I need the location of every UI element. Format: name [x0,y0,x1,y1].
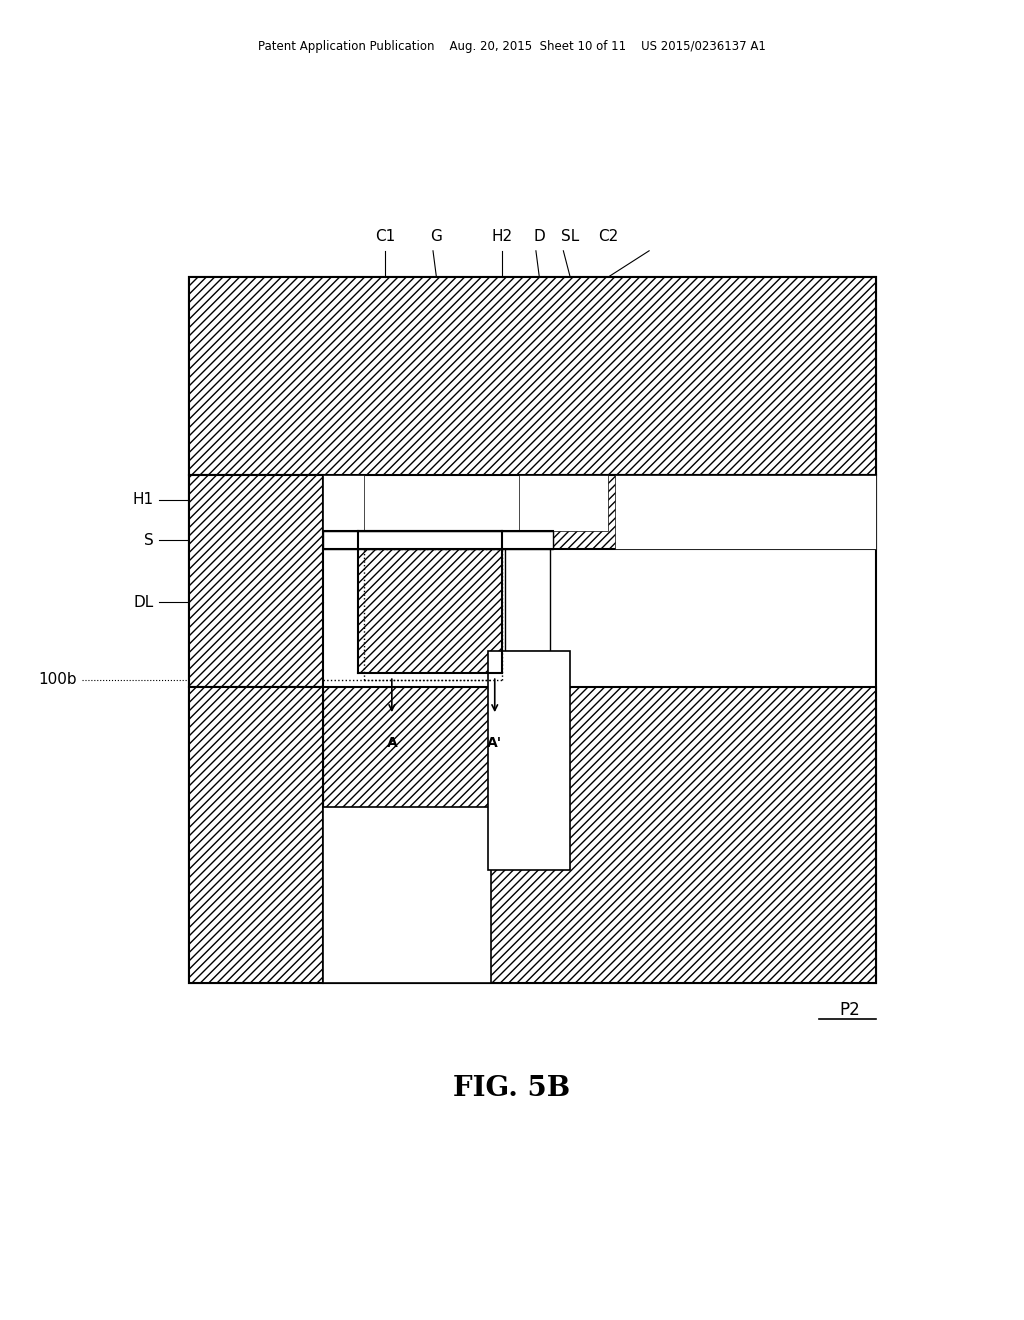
Bar [357,532,502,673]
Text: A': A' [487,737,503,750]
Bar [519,475,608,532]
Text: C2: C2 [598,230,618,244]
Bar [324,686,876,983]
Text: DL: DL [133,594,154,610]
Bar [189,277,876,983]
Bar [189,277,876,475]
Text: Patent Application Publication    Aug. 20, 2015  Sheet 10 of 11    US 2015/02361: Patent Application Publication Aug. 20, … [258,40,766,53]
Bar [324,807,492,983]
Text: A: A [386,737,397,750]
Text: C1: C1 [375,230,395,244]
Bar [487,652,570,870]
Bar [324,532,553,549]
Text: 100b: 100b [38,672,77,688]
Text: P2: P2 [840,1001,860,1019]
Bar [614,475,876,549]
Text: S: S [143,533,154,548]
Text: G: G [430,230,442,244]
Bar [324,475,365,532]
Bar [553,475,876,549]
Text: H2: H2 [492,230,512,244]
Text: D: D [534,230,545,244]
Text: H1: H1 [132,492,154,507]
Bar [505,549,550,652]
Bar [189,475,324,686]
Text: FIG. 5B: FIG. 5B [454,1076,570,1102]
Text: SL: SL [561,230,580,244]
Bar [189,686,324,983]
